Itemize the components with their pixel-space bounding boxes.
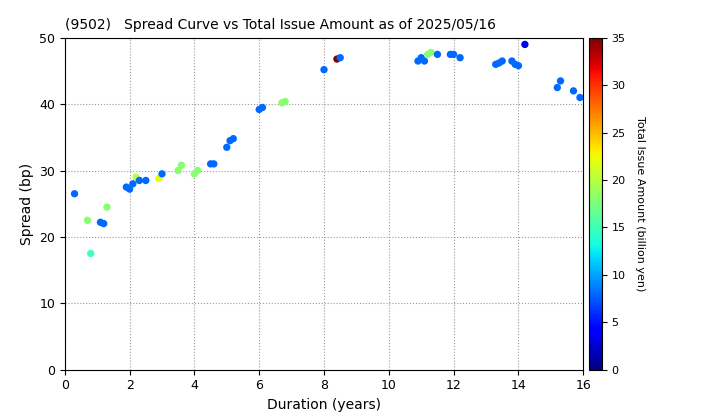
Point xyxy=(101,204,112,210)
Point xyxy=(334,54,346,61)
Point xyxy=(208,160,220,167)
Point xyxy=(493,60,505,66)
Point xyxy=(98,220,109,227)
Point xyxy=(176,162,187,168)
Point xyxy=(192,167,203,174)
Point xyxy=(510,61,521,68)
Point xyxy=(519,41,531,48)
Point xyxy=(134,177,145,184)
Point xyxy=(574,94,585,101)
Point xyxy=(69,190,80,197)
Point xyxy=(204,160,216,167)
Point xyxy=(81,217,94,223)
Point xyxy=(432,51,444,58)
Point xyxy=(221,144,233,151)
Point xyxy=(318,66,330,73)
Point xyxy=(224,137,235,144)
Y-axis label: Total Issue Amount (billion yen): Total Issue Amount (billion yen) xyxy=(635,116,645,291)
Point xyxy=(419,58,431,64)
Y-axis label: Spread (bp): Spread (bp) xyxy=(19,163,34,245)
Point xyxy=(497,58,508,64)
X-axis label: Duration (years): Duration (years) xyxy=(267,398,381,412)
Point xyxy=(331,56,343,63)
Point xyxy=(153,175,164,182)
Point xyxy=(228,135,239,142)
Point xyxy=(130,174,142,181)
Point xyxy=(120,184,132,190)
Point xyxy=(567,87,579,94)
Point xyxy=(506,58,518,64)
Point xyxy=(140,177,152,184)
Point xyxy=(276,100,288,106)
Point xyxy=(415,54,427,61)
Point xyxy=(445,51,456,58)
Point xyxy=(279,98,291,105)
Point xyxy=(454,54,466,61)
Point xyxy=(490,61,502,68)
Point xyxy=(127,181,139,187)
Text: (9502)   Spread Curve vs Total Issue Amount as of 2025/05/16: (9502) Spread Curve vs Total Issue Amoun… xyxy=(65,18,496,32)
Point xyxy=(95,219,107,226)
Point xyxy=(85,250,96,257)
Point xyxy=(256,104,268,111)
Point xyxy=(173,167,184,174)
Point xyxy=(425,49,436,56)
Point xyxy=(552,84,563,91)
Point xyxy=(554,78,566,84)
Point xyxy=(156,171,168,177)
Point xyxy=(189,171,200,177)
Point xyxy=(124,186,135,192)
Point xyxy=(513,62,524,69)
Point xyxy=(412,58,423,64)
Point xyxy=(448,51,459,58)
Point xyxy=(422,51,433,58)
Point xyxy=(253,106,265,113)
